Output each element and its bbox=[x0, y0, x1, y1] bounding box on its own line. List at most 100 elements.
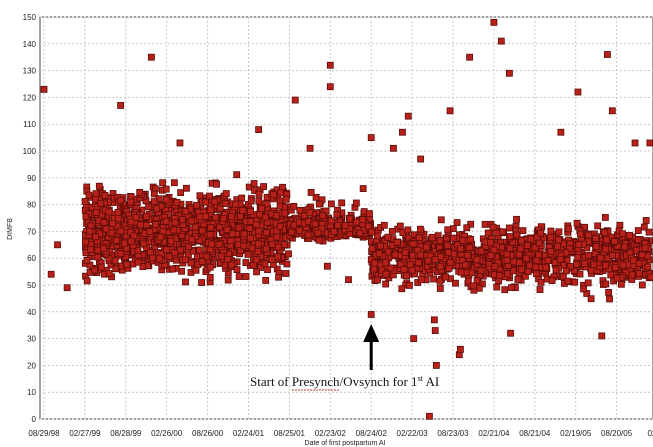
data-point bbox=[263, 229, 271, 236]
data-point bbox=[92, 190, 100, 198]
data-point bbox=[338, 199, 346, 207]
data-point bbox=[221, 200, 229, 208]
data-point bbox=[611, 264, 619, 272]
data-point bbox=[571, 278, 579, 286]
data-point bbox=[206, 231, 214, 239]
data-point bbox=[195, 236, 203, 244]
data-point bbox=[326, 83, 334, 91]
data-point bbox=[406, 261, 414, 269]
data-point bbox=[153, 205, 161, 213]
x-tick-label: 02/21/04 bbox=[478, 429, 510, 438]
data-point bbox=[207, 206, 215, 214]
data-point bbox=[167, 237, 175, 245]
data-point bbox=[47, 270, 55, 278]
data-point bbox=[224, 276, 232, 284]
annotation-text-start: Start of bbox=[250, 374, 292, 389]
y-tick-labels: 0 10 20 30 40 50 60 70 80 90 100 110 120 130 140 150 bbox=[23, 13, 37, 424]
data-point bbox=[587, 267, 595, 275]
data-point bbox=[85, 191, 93, 199]
data-point bbox=[446, 107, 454, 115]
data-point bbox=[261, 260, 269, 268]
y-tick-label: 80 bbox=[27, 201, 36, 210]
x-tick-label: 02/27/99 bbox=[69, 429, 101, 438]
data-point bbox=[227, 237, 235, 245]
data-point bbox=[523, 241, 531, 249]
y-tick-label: 110 bbox=[23, 120, 36, 129]
data-point bbox=[587, 295, 595, 303]
data-point bbox=[417, 251, 424, 259]
data-point bbox=[566, 245, 573, 252]
data-point bbox=[288, 228, 296, 236]
data-point bbox=[206, 273, 214, 281]
x-tick-label: 08/24/02 bbox=[356, 429, 388, 438]
data-point bbox=[211, 198, 219, 206]
data-point bbox=[187, 259, 195, 267]
data-point bbox=[527, 235, 535, 243]
data-point bbox=[285, 250, 292, 258]
data-point bbox=[114, 214, 122, 222]
data-point bbox=[281, 241, 288, 248]
data-point bbox=[114, 208, 122, 216]
data-point bbox=[468, 269, 475, 277]
data-point bbox=[491, 263, 499, 270]
data-point bbox=[501, 286, 509, 294]
data-point bbox=[253, 268, 260, 276]
y-tick-label: 60 bbox=[27, 254, 36, 263]
data-point bbox=[359, 185, 367, 192]
data-point bbox=[146, 228, 154, 236]
data-point bbox=[202, 198, 209, 206]
data-point bbox=[473, 256, 481, 264]
data-point bbox=[430, 316, 438, 324]
data-point bbox=[346, 215, 354, 223]
data-point bbox=[182, 278, 189, 286]
data-point bbox=[507, 329, 514, 337]
data-point bbox=[626, 232, 633, 239]
data-point bbox=[82, 213, 90, 220]
data-point bbox=[263, 200, 271, 208]
data-point bbox=[231, 200, 239, 208]
data-point bbox=[557, 255, 564, 263]
data-point bbox=[94, 246, 102, 254]
data-point bbox=[602, 262, 609, 269]
data-point bbox=[522, 254, 530, 262]
data-point bbox=[370, 265, 378, 273]
data-point bbox=[117, 227, 125, 235]
data-point bbox=[620, 243, 628, 251]
data-point bbox=[635, 270, 643, 277]
data-point bbox=[188, 236, 196, 243]
data-point bbox=[217, 252, 225, 260]
data-point bbox=[417, 276, 425, 284]
data-point bbox=[319, 212, 327, 220]
data-point bbox=[244, 250, 252, 258]
data-point bbox=[393, 239, 401, 246]
data-point bbox=[127, 198, 135, 206]
data-point bbox=[86, 227, 94, 235]
data-point bbox=[463, 224, 471, 232]
data-point bbox=[256, 210, 263, 218]
y-tick-label: 100 bbox=[23, 147, 37, 156]
data-point bbox=[92, 233, 100, 241]
y-tick-label: 40 bbox=[27, 308, 36, 317]
data-point bbox=[112, 265, 120, 273]
data-point bbox=[585, 231, 593, 239]
data-point bbox=[235, 273, 243, 280]
data-point bbox=[374, 276, 381, 284]
annotation-superscript: st bbox=[418, 374, 424, 383]
data-point bbox=[255, 240, 262, 248]
y-tick-label: 120 bbox=[23, 93, 37, 102]
data-point bbox=[477, 247, 485, 255]
data-point bbox=[275, 273, 282, 281]
data-point bbox=[261, 213, 269, 221]
data-point bbox=[450, 250, 458, 258]
data-point bbox=[597, 254, 605, 262]
data-point bbox=[602, 245, 610, 253]
data-point bbox=[162, 217, 170, 225]
data-point bbox=[537, 229, 545, 237]
data-point bbox=[353, 218, 361, 226]
data-point bbox=[574, 254, 582, 262]
data-point bbox=[431, 256, 439, 263]
data-point bbox=[206, 263, 214, 271]
data-point bbox=[444, 249, 452, 257]
data-point bbox=[536, 286, 544, 293]
data-point bbox=[638, 251, 646, 259]
